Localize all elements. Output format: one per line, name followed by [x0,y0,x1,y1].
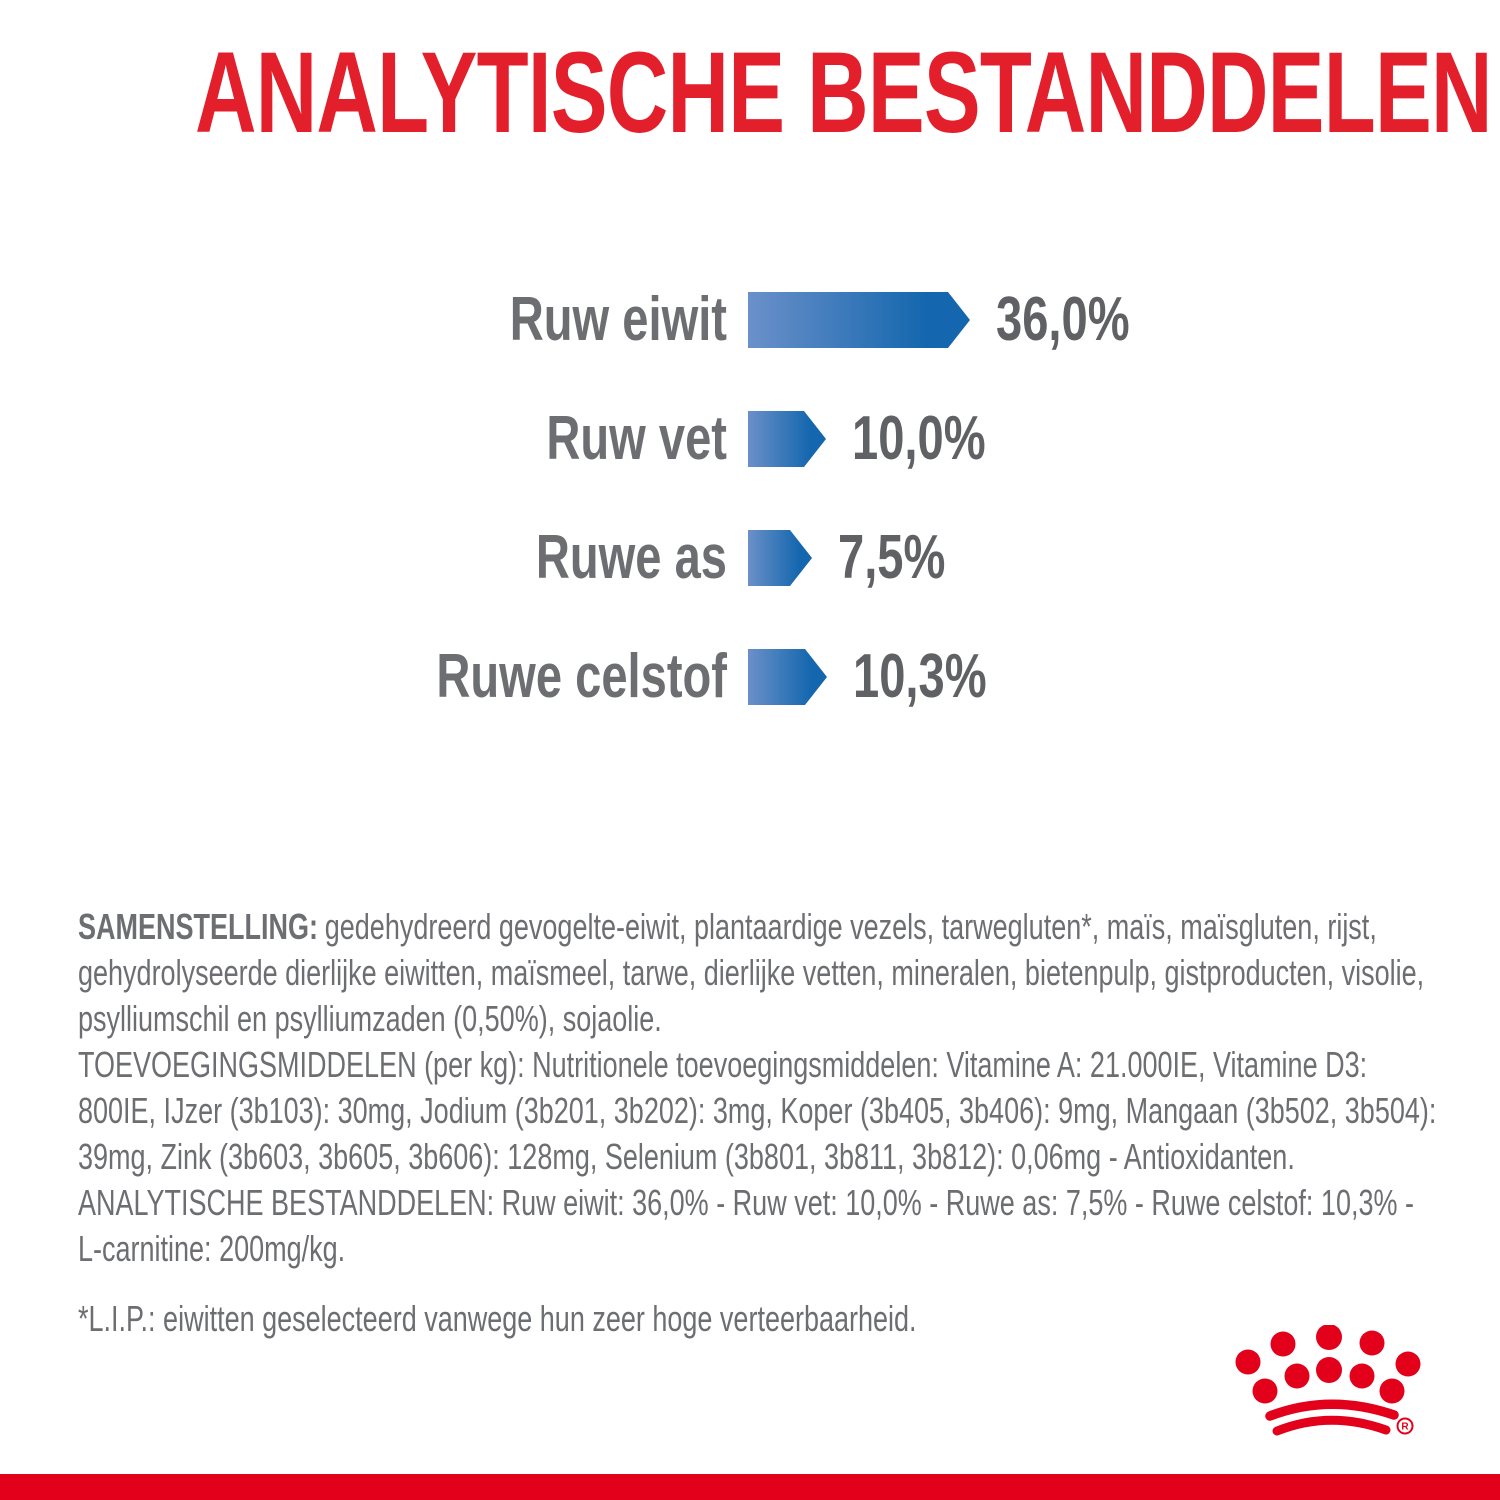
chart-row: Ruw eiwit 36,0% [0,285,1500,354]
bar-value: 7,5% [838,523,946,592]
additives-paragraph: TOEVOEGINGSMIDDELEN (per kg): Nutritione… [78,1044,1437,1177]
composition-paragraph: SAMENSTELLING: gedehydreerd gevogelte-eiw… [78,904,1438,1042]
lip-footnote: *L.I.P.: eiwitten geselecteerd vanwege h… [78,1298,917,1339]
bar-label: Ruwe as [535,523,727,592]
bar-label: Ruw vet [546,404,727,473]
composition-text: gedehydreerd gevogelte-eiwit, plantaardi… [78,906,1425,1039]
brand-red-strip [0,1474,1500,1500]
royal-canin-crown-icon: R [1235,1325,1421,1436]
bar-label: Ruwe celstof [436,642,727,711]
bar-value: 10,0% [852,404,986,473]
bar-label: Ruw eiwit [509,285,727,354]
chart-row: Ruwe as 7,5% [0,523,1500,592]
registered-mark-icon [1396,1417,1414,1435]
registered-mark-letter: R [1401,1422,1409,1433]
bar-arrow [748,530,812,586]
bar-value: 36,0% [996,285,1130,354]
page-title: ANALYTISCHE BESTANDDELEN [195,29,1492,157]
analytical-paragraph: ANALYTISCHE BESTANDDELEN: Ruw eiwit: 36,… [78,1182,1414,1269]
bar-arrow [748,411,826,467]
bar-arrow [748,649,827,705]
chart-row: Ruw vet 10,0% [0,404,1500,473]
bar-arrow [748,292,970,348]
composition-lead: SAMENSTELLING: [78,906,318,947]
ingredients-textblock: SAMENSTELLING: gedehydreerd gevogelte-eiw… [78,904,1438,1342]
analytical-constituents-chart: Ruw eiwit 36,0% Ruw vet 10,0% Ruwe as 7,… [0,285,1500,768]
chart-row: Ruwe celstof 10,3% [0,642,1500,711]
bar-value: 10,3% [853,642,987,711]
